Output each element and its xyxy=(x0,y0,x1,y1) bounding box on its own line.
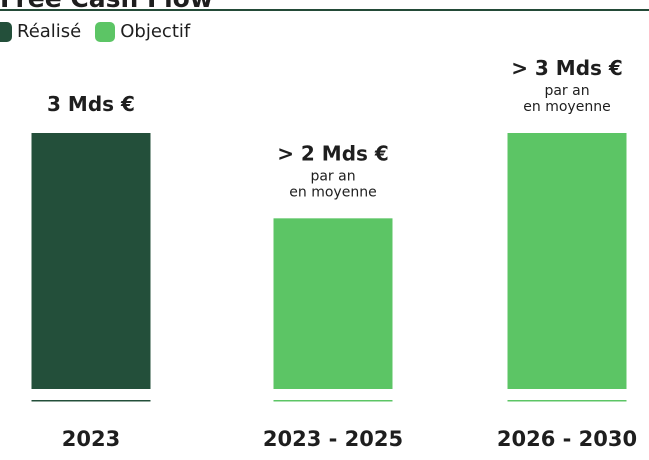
category-label-3: 2026 - 2030 xyxy=(497,427,637,451)
value-label-2: > 2 Mds € xyxy=(277,141,389,165)
value-note-3-2: en moyenne xyxy=(523,99,610,115)
bar-baseline-2 xyxy=(273,400,393,402)
bar-1 xyxy=(31,133,151,389)
bar-2 xyxy=(273,218,393,389)
legend-entry-realise: Réalisé xyxy=(0,21,81,42)
legend-entry-objectif: Objectif xyxy=(95,21,190,42)
value-note-2-2: en moyenne xyxy=(289,184,376,200)
value-label-1: 3 Mds € xyxy=(47,92,135,116)
legend-label-realise: Réalisé xyxy=(17,21,82,42)
value-label-3: > 3 Mds € xyxy=(511,56,623,80)
legend: Réalisé Objectif xyxy=(0,21,204,42)
bar-baseline-1 xyxy=(31,400,151,402)
value-note-2-1: par an xyxy=(310,168,355,184)
category-label-2: 2023 - 2025 xyxy=(263,427,403,451)
category-label-1: 2023 xyxy=(62,427,120,451)
bar-baseline-3 xyxy=(507,400,627,402)
legend-swatch-realise xyxy=(0,21,12,42)
title-underline xyxy=(0,9,649,11)
legend-swatch-objectif xyxy=(95,21,116,42)
legend-label-objectif: Objectif xyxy=(120,21,191,42)
bar-3 xyxy=(507,133,627,389)
value-note-3-1: par an xyxy=(544,83,589,99)
